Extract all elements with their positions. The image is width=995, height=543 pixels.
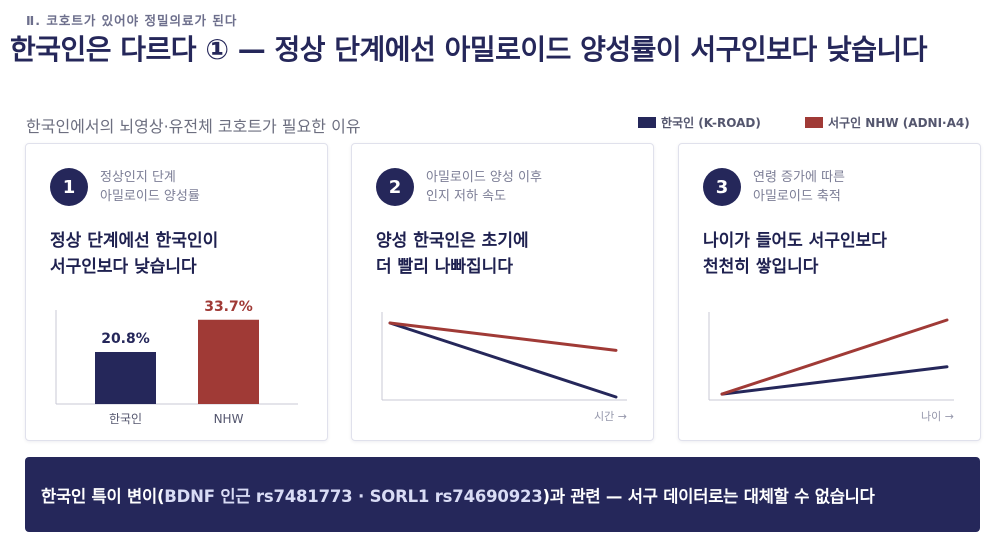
card-amyloid-accumulation: 3 연령 증가에 따른 아밀로이드 축적 나이가 들어도 서구인보다 천천히 쌓… [678, 143, 981, 441]
series-line [388, 321, 618, 399]
card-headline: 양성 한국인은 초기에 더 빨리 나빠집니다 [376, 231, 529, 277]
card-label: 정상인지 단계 아밀로이드 양성률 [100, 170, 200, 204]
series-line [720, 365, 949, 396]
bar-value-label: 33.7% [204, 299, 253, 315]
banner-suffix: )과 관련 — 서구 데이터로는 대체할 수 없습니다 [542, 486, 875, 506]
banner-prefix: 한국인 특이 변이( [41, 486, 165, 506]
card-cognitive-decline: 2 아밀로이드 양성 이후 인지 저하 속도 양성 한국인은 초기에 더 빨리 … [351, 143, 654, 441]
series-line [388, 321, 618, 352]
page-title: 한국인은 다르다 ① — 정상 단계에선 아밀로이드 양성률이 서구인보다 낮습… [10, 33, 928, 66]
bar [198, 319, 259, 404]
page-subtitle: 한국인에서의 뇌영상·유전체 코호트가 필요한 이유 [26, 117, 361, 136]
card-amyloid-positivity: 1 정상인지 단계 아밀로이드 양성률 정상 단계에선 한국인이 서구인보다 낮… [25, 143, 328, 441]
legend-swatch-nhw [805, 117, 823, 128]
x-axis-label: 시간 → [594, 410, 627, 423]
bar-chart-positivity: 20.8% 한국인 33.7% NHW [55, 299, 298, 426]
legend-item-korean: 한국인 (K-ROAD) [638, 114, 761, 131]
banner-text: 한국인 특이 변이(BDNF 인근 rs7481773 · SORL1 rs74… [41, 483, 875, 507]
category-label: NHW [214, 412, 244, 426]
x-axis-label: 나이 → [921, 410, 954, 423]
card-headline: 나이가 들어도 서구인보다 천천히 쌓입니다 [703, 231, 887, 277]
card-number-badge: 3 [703, 168, 741, 206]
legend-label-korean: 한국인 (K-ROAD) [661, 116, 761, 130]
series-line [720, 318, 949, 396]
bar [95, 352, 156, 404]
card-label: 연령 증가에 따른 아밀로이드 축적 [753, 170, 845, 204]
banner-highlight: BDNF 인근 rs7481773 · SORL1 rs74690923 [164, 486, 543, 506]
conclusion-banner: 한국인 특이 변이(BDNF 인근 rs7481773 · SORL1 rs74… [25, 457, 980, 532]
card-headline: 정상 단계에선 한국인이 서구인보다 낮습니다 [50, 231, 219, 277]
bar-value-label: 20.8% [101, 331, 150, 347]
legend-label-nhw: 서구인 NHW (ADNI·A4) [828, 116, 970, 130]
section-label: Ⅱ. 코호트가 있어야 정밀의료가 된다 [26, 13, 238, 28]
line-chart-decline: 시간 → [381, 312, 627, 423]
category-label: 한국인 [109, 412, 142, 426]
legend-item-nhw: 서구인 NHW (ADNI·A4) [805, 114, 970, 131]
line-chart-accumulation: 나이 → [708, 312, 954, 423]
card-number-badge: 1 [50, 168, 88, 206]
card-number-badge: 2 [376, 168, 414, 206]
legend-swatch-korean [638, 117, 656, 128]
card-label: 아밀로이드 양성 이후 인지 저하 속도 [426, 170, 542, 204]
